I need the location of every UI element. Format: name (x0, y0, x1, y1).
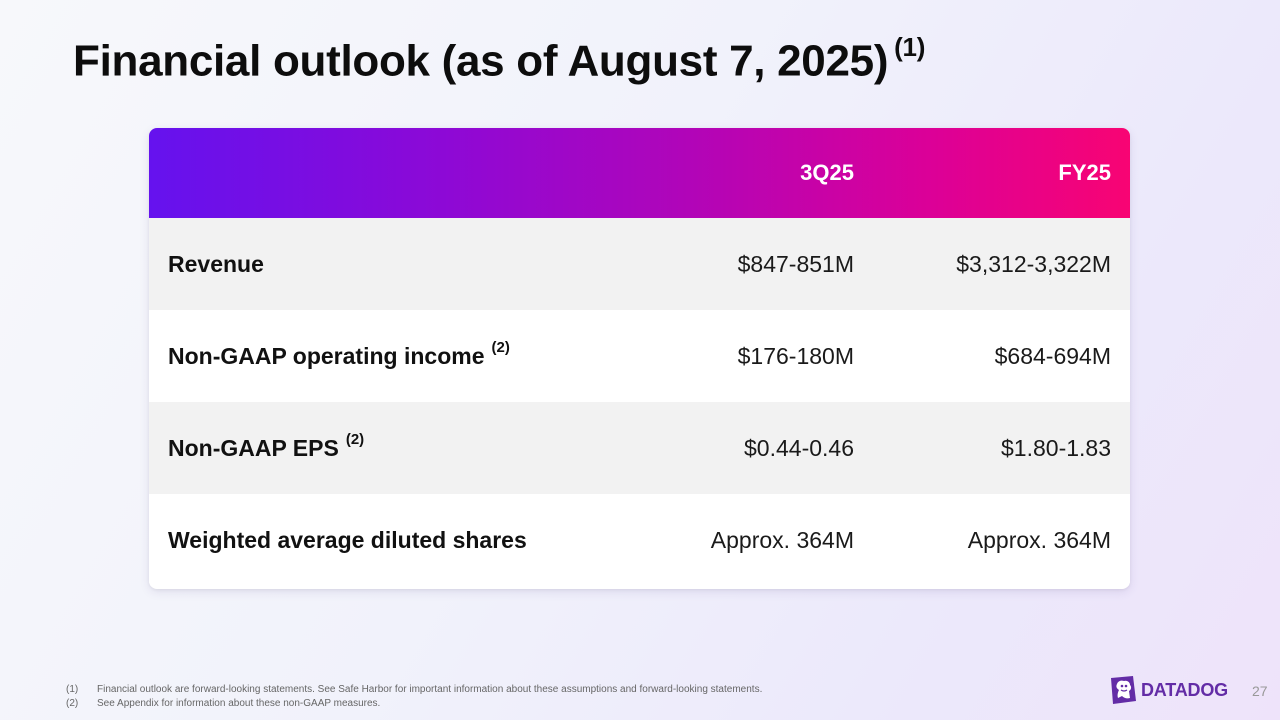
footnote-text: See Appendix for information about these… (97, 698, 381, 709)
table-header-row: 3Q25 FY25 (149, 128, 1130, 218)
footnote-text: Financial outlook are forward-looking st… (97, 684, 763, 695)
row-label: Revenue (168, 218, 264, 310)
cell-3q25: Approx. 364M (710, 526, 854, 553)
slide-title-text: Financial outlook (as of August 7, 2025) (73, 36, 889, 86)
footnote-number: (1) (66, 684, 79, 695)
cell-3q25: $847-851M (737, 250, 854, 277)
footnotes: (1) Financial outlook are forward-lookin… (66, 683, 762, 711)
row-label: Non-GAAP EPS (2) (168, 402, 364, 494)
cell-3q25: $0.44-0.46 (744, 434, 854, 461)
slide-title-footnote-ref: (1) (894, 32, 926, 62)
table-row-non-gaap-eps: Non-GAAP EPS (2) $0.44-0.46 $1.80-1.83 (149, 402, 1130, 494)
datadog-dog-icon (1111, 676, 1136, 704)
page-number: 27 (1252, 683, 1268, 699)
row-footnote-ref: (2) (491, 338, 510, 356)
outlook-table: 3Q25 FY25 Revenue $847-851M $3,312-3,322… (149, 128, 1130, 589)
row-label-text: Non-GAAP EPS (168, 434, 339, 461)
slide-title: Financial outlook (as of August 7, 2025)… (73, 32, 925, 87)
cell-fy25: $1.80-1.83 (1001, 434, 1111, 461)
row-label: Weighted average diluted shares (168, 494, 527, 586)
footnote-2: (2) See Appendix for information about t… (66, 697, 762, 711)
row-label-text: Revenue (168, 250, 264, 277)
table-row-revenue: Revenue $847-851M $3,312-3,322M (149, 218, 1130, 310)
header-fy25: FY25 (1058, 160, 1111, 185)
cell-fy25: $684-694M (994, 342, 1111, 369)
row-label-text: Weighted average diluted shares (168, 526, 527, 553)
header-3q25: 3Q25 (800, 160, 854, 185)
row-label: Non-GAAP operating income (2) (168, 310, 510, 402)
brand-name: DATADOG (1141, 679, 1228, 700)
table-row-non-gaap-operating-income: Non-GAAP operating income (2) $176-180M $… (149, 310, 1130, 402)
cell-fy25: Approx. 364M (967, 526, 1111, 553)
footnote-1: (1) Financial outlook are forward-lookin… (66, 683, 762, 697)
footnote-number: (2) (66, 698, 79, 709)
datadog-logo: DATADOG (1109, 676, 1228, 704)
cell-3q25: $176-180M (737, 342, 854, 369)
cell-fy25: $3,312-3,322M (956, 250, 1111, 277)
table-row-weighted-average-diluted-shares: Weighted average diluted shares Approx. … (149, 494, 1130, 586)
row-label-text: Non-GAAP operating income (168, 342, 485, 369)
row-footnote-ref: (2) (345, 430, 365, 448)
